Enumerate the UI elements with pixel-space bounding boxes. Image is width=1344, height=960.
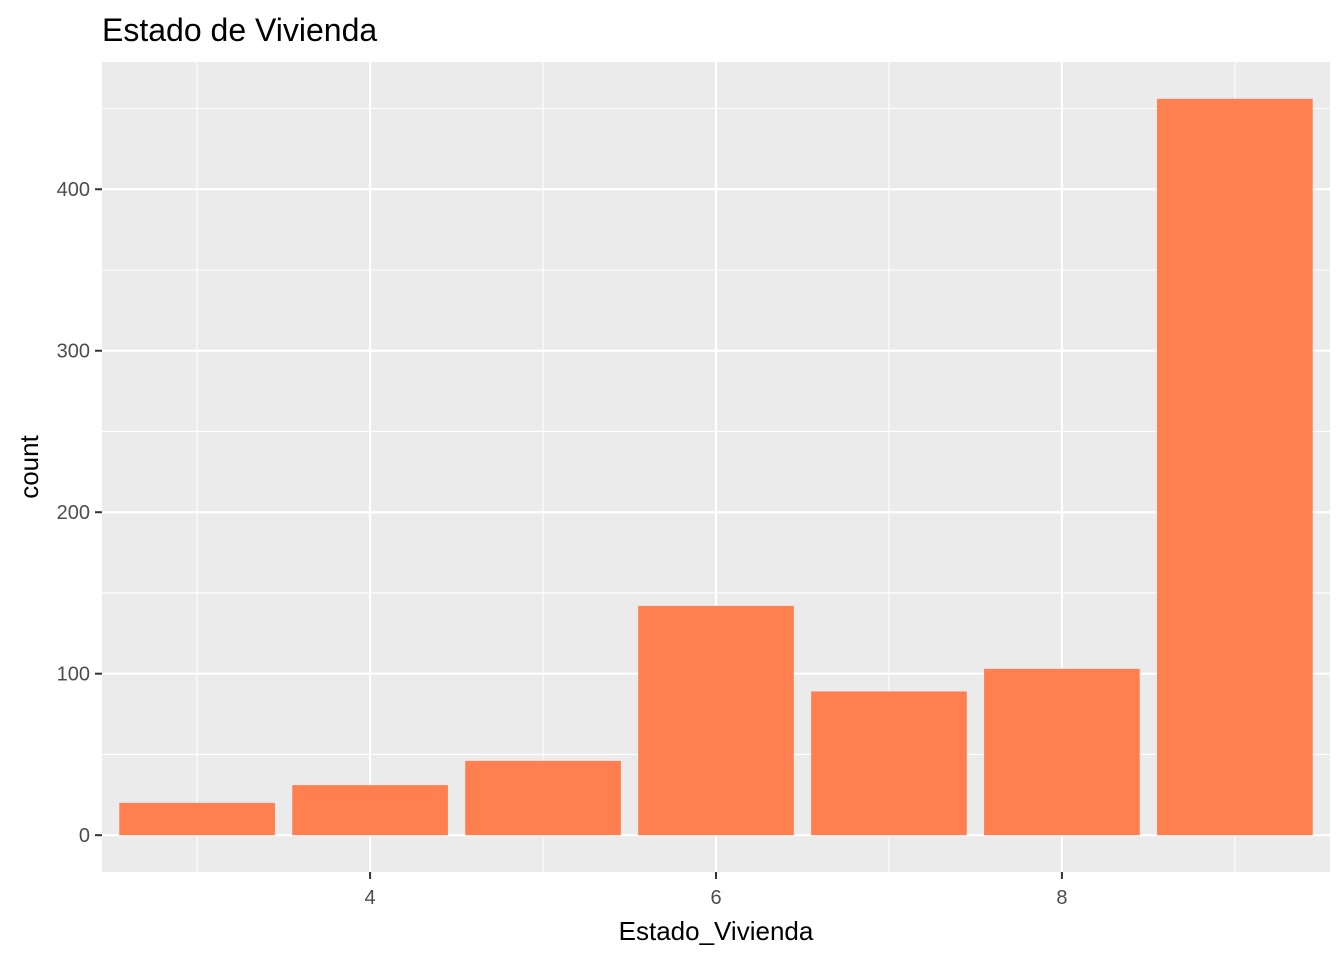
y-tick-label: 0 bbox=[79, 825, 90, 847]
y-axis: 0 100 200 300 400 bbox=[57, 179, 102, 847]
y-tick-label: 100 bbox=[57, 664, 90, 686]
bar-3 bbox=[119, 802, 275, 836]
x-tick-label: 4 bbox=[365, 887, 376, 909]
bar-7 bbox=[811, 691, 967, 836]
y-tick-label: 400 bbox=[57, 179, 90, 201]
chart-title: Estado de Vivienda bbox=[102, 12, 377, 48]
bar-4 bbox=[292, 785, 448, 836]
bar-6 bbox=[638, 605, 794, 836]
bar-8 bbox=[984, 668, 1140, 836]
x-axis: 4 6 8 bbox=[365, 872, 1067, 909]
bars bbox=[119, 98, 1313, 836]
y-tick-label: 300 bbox=[57, 341, 90, 363]
y-axis-title: count bbox=[14, 434, 44, 498]
x-tick-label: 8 bbox=[1056, 887, 1067, 909]
bar-9 bbox=[1157, 98, 1313, 836]
x-tick-label: 6 bbox=[710, 887, 721, 909]
x-axis-title: Estado_Vivienda bbox=[619, 916, 814, 946]
bar-5 bbox=[465, 760, 621, 836]
y-tick-label: 200 bbox=[57, 502, 90, 524]
